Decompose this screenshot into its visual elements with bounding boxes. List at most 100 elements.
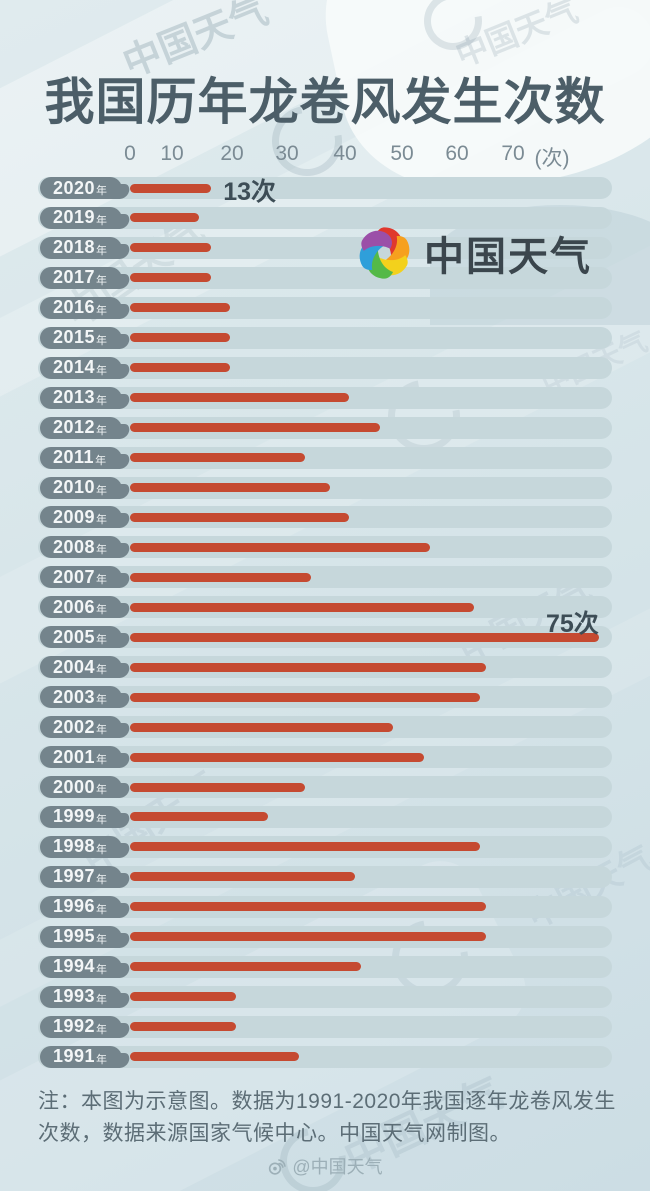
chart-row: 2006 年 — [0, 596, 650, 619]
pinwheel-logo-icon — [359, 227, 410, 279]
year-text: 2020 — [53, 177, 96, 198]
year-text: 1992 — [53, 1016, 96, 1037]
year-label-pill: 2000 年 — [40, 776, 122, 798]
chart-row: 2018 年 — [0, 236, 650, 259]
chart-row: 2002 年 — [0, 716, 650, 739]
year-suffix: 年 — [96, 394, 108, 407]
bar-track — [38, 206, 612, 229]
chart-row: 1994 年 — [0, 955, 650, 978]
year-text: 2009 — [53, 506, 96, 527]
year-suffix: 年 — [95, 454, 107, 467]
bar — [130, 842, 480, 852]
year-suffix: 年 — [96, 843, 108, 856]
year-label-pill: 1993 年 — [40, 985, 122, 1008]
year-text: 1996 — [53, 896, 96, 917]
year-label-pill: 1996 年 — [40, 895, 122, 918]
bar-track — [38, 177, 612, 199]
year-label-pill: 2012 年 — [40, 416, 122, 439]
year-text: 1997 — [53, 866, 96, 887]
weibo-icon — [269, 1158, 287, 1175]
year-suffix: 年 — [96, 724, 108, 737]
watermark-swirl-icon — [412, 0, 494, 62]
bar-track — [38, 326, 612, 349]
year-label-pill: 2019 年 — [40, 206, 122, 229]
year-text: 2013 — [53, 387, 96, 408]
bar — [130, 453, 305, 463]
weibo-credit: @中国天气 — [0, 1153, 650, 1179]
bar — [130, 662, 487, 672]
year-label-pill: 1995 年 — [40, 925, 122, 948]
year-suffix: 年 — [96, 933, 108, 946]
bar — [130, 512, 349, 522]
chart-row: 2019 年 — [0, 206, 650, 229]
chart-row: 1991 年 — [0, 1045, 650, 1068]
chart-row: 2007 年 — [0, 566, 650, 589]
year-text: 2004 — [53, 656, 96, 677]
year-text: 2019 — [53, 207, 96, 228]
credit-handle: @中国天气 — [292, 1157, 383, 1177]
year-label-pill: 2009 年 — [40, 506, 122, 529]
chart-row: 2020 年 13次 — [0, 177, 650, 206]
year-label-pill: 2001 年 — [40, 746, 122, 769]
chart-row: 2011 年 — [0, 446, 650, 469]
year-suffix: 年 — [96, 813, 108, 826]
year-label-pill: 1994 年 — [40, 955, 122, 978]
year-text: 2015 — [53, 327, 96, 348]
axis-tick-label: 20 — [220, 142, 244, 165]
year-text: 2005 — [53, 626, 96, 647]
axis-unit-label: (次) — [534, 147, 570, 170]
year-text: 2017 — [53, 267, 96, 288]
year-text: 1991 — [53, 1046, 96, 1067]
bar — [130, 872, 355, 882]
page-title: 我国历年龙卷风发生次数 — [44, 74, 606, 130]
chart-row: 2013 年 — [0, 386, 650, 409]
chart-row: 2004 年 — [0, 656, 650, 679]
year-text: 2010 — [53, 477, 96, 497]
bar-track — [38, 805, 612, 828]
chart-row: 1998 年 — [0, 835, 650, 858]
year-label-pill: 2003 年 — [40, 686, 122, 709]
year-label-pill: 1992 年 — [40, 1015, 122, 1038]
bar — [130, 1052, 299, 1062]
bar — [130, 273, 212, 283]
year-label-pill: 1999 年 — [40, 805, 122, 828]
chart-row: 2017 年 — [0, 266, 650, 289]
bar-track — [38, 296, 612, 319]
year-suffix: 年 — [96, 634, 108, 647]
chart-row: 2012 年 — [0, 416, 650, 439]
year-label-pill: 2013 年 — [40, 386, 122, 409]
bar — [130, 902, 487, 912]
year-suffix: 年 — [96, 484, 108, 497]
chart-row: 2010 年 — [0, 476, 650, 499]
chart-row: 1996 年 — [0, 895, 650, 918]
bar — [130, 782, 305, 792]
year-label-pill: 2008 年 — [40, 536, 122, 559]
bar-track — [38, 446, 612, 469]
year-suffix: 年 — [96, 185, 108, 197]
year-label-pill: 1998 年 — [40, 835, 122, 858]
year-suffix: 年 — [96, 694, 108, 707]
year-suffix: 年 — [96, 334, 108, 347]
chart-row: 2003 年 — [0, 686, 650, 709]
bar — [130, 333, 230, 343]
chart-row: 2000 年 — [0, 776, 650, 798]
year-suffix: 年 — [96, 274, 108, 287]
bar — [130, 962, 362, 972]
bar — [130, 602, 474, 612]
bar — [130, 303, 230, 313]
year-text: 2007 — [53, 566, 96, 587]
chart-row: 2005 年 75次 — [0, 610, 650, 649]
bar — [130, 1022, 237, 1032]
year-label-pill: 2005 年 — [40, 626, 122, 649]
bar — [130, 393, 349, 403]
year-text: 2000 — [53, 776, 96, 797]
year-suffix: 年 — [96, 214, 108, 227]
year-suffix: 年 — [96, 514, 108, 527]
bar-track — [38, 566, 612, 589]
year-text: 2002 — [53, 716, 96, 737]
year-suffix: 年 — [96, 424, 108, 437]
year-label-pill: 2020 年 — [40, 177, 122, 199]
bar-track — [38, 985, 612, 1008]
year-suffix: 年 — [96, 364, 108, 377]
